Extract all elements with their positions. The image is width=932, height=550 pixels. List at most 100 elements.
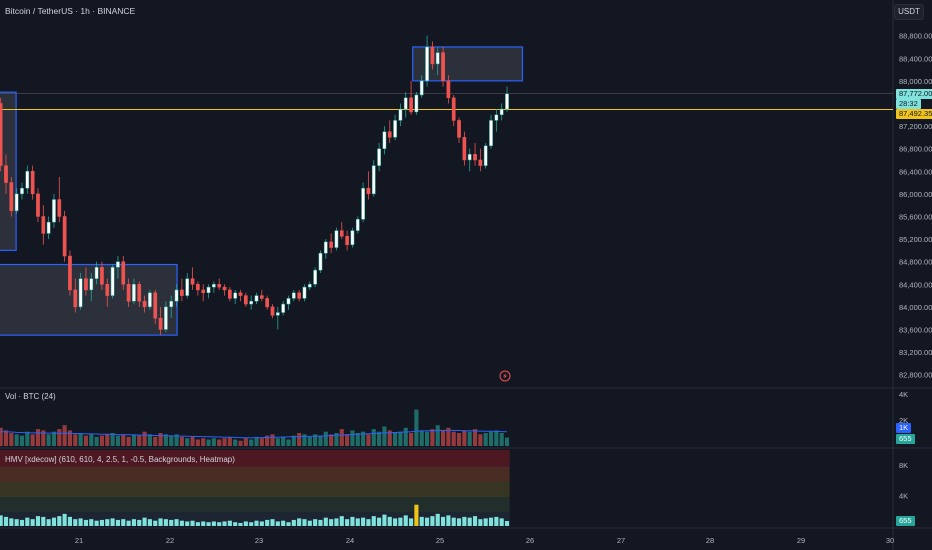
hmv-bar (249, 522, 254, 526)
candle-body (366, 187, 371, 195)
candle-body (121, 261, 126, 285)
candle (473, 143, 477, 166)
zone-box-top-right (412, 46, 524, 82)
hmv-bar (462, 516, 467, 526)
hmv-bar (201, 521, 206, 526)
candle-body (126, 284, 131, 302)
hmv-bar (62, 513, 67, 526)
candle (457, 117, 461, 144)
candle-body (478, 159, 483, 166)
candle (430, 41, 435, 70)
volume-axis-label: 2K (899, 416, 908, 425)
volume-bar (446, 427, 451, 446)
volume-bar (51, 431, 57, 446)
hmv-bar (350, 516, 355, 526)
volume-bar (297, 433, 302, 446)
time-axis-label: 28 (706, 536, 714, 545)
candle-body (387, 131, 392, 138)
hmv-bar (281, 520, 286, 526)
candle (57, 176, 62, 223)
candle (212, 281, 216, 293)
candle-body (30, 171, 35, 195)
volume-bar (121, 434, 126, 446)
volume-bar (398, 431, 403, 446)
time-axis-label: 26 (526, 536, 534, 545)
volume-bar (302, 434, 307, 446)
candle-body (36, 193, 40, 217)
volume-bar (488, 431, 494, 446)
hmv-bar (494, 516, 499, 526)
candle-body (0, 103, 3, 166)
volume-bar (393, 433, 398, 446)
candle-body (462, 137, 467, 161)
hmv-bar (286, 522, 291, 526)
hmv-bar (222, 521, 227, 526)
volume-bar (217, 439, 222, 446)
candle (36, 188, 40, 223)
hmv-bar (440, 516, 446, 526)
hmv-bar (73, 519, 78, 526)
candle-body (100, 267, 104, 285)
candle-body (62, 216, 67, 257)
countdown-tag: 28:32 (896, 99, 921, 109)
price-axis-label: 82,800.00 (899, 371, 932, 380)
volume-bar (115, 435, 120, 446)
candle (105, 278, 110, 307)
candle-body (142, 300, 147, 308)
candle (132, 278, 136, 305)
volume-bar (275, 438, 280, 446)
candle (462, 131, 467, 166)
candle (243, 292, 248, 307)
candle-body (414, 94, 419, 113)
volume-bar (478, 434, 483, 446)
candle (206, 284, 211, 299)
volume-bar (483, 433, 488, 446)
hmv-last-tag: 655 (896, 516, 915, 526)
price-axis-label: 85,200.00 (899, 235, 932, 244)
volume-bar (94, 436, 99, 446)
currency-button[interactable]: USDT (894, 4, 924, 20)
volume-pane-title: Vol · BTC (24) (5, 392, 56, 401)
hmv-bar (174, 519, 179, 526)
volume-bar (14, 434, 19, 446)
hmv-bar (270, 519, 275, 526)
candle (334, 227, 339, 251)
volume-bar (440, 430, 446, 446)
candle (9, 176, 14, 217)
candle-body (270, 306, 275, 316)
hmv-bar (504, 521, 510, 526)
candle (483, 143, 488, 169)
candle (254, 292, 259, 305)
candle-body (382, 131, 387, 149)
volume-bar (504, 437, 510, 446)
candle-body (201, 289, 206, 294)
candle (4, 154, 8, 194)
hmv-bar (382, 514, 387, 526)
candle (233, 289, 238, 305)
hmv-bar (472, 516, 478, 526)
candle (409, 80, 413, 115)
candle (110, 264, 115, 299)
price-axis-label: 84,400.00 (899, 280, 932, 289)
hmv-bar (387, 516, 392, 526)
volume-bar (329, 434, 334, 446)
hmv-bar (409, 518, 414, 526)
candle-body (350, 230, 355, 245)
volume-bar (110, 433, 115, 446)
volume-bar (307, 436, 312, 446)
candle-body (249, 300, 254, 305)
candle-body (489, 120, 493, 147)
candle (126, 278, 131, 307)
candle-body (334, 230, 339, 248)
volume-bar (25, 431, 30, 446)
candle (419, 75, 424, 98)
volume-bar (163, 434, 168, 446)
volume-bar (361, 431, 366, 446)
candle-body (355, 219, 360, 231)
hmv-bar (393, 518, 398, 526)
candle-body (153, 292, 158, 319)
candle-body (345, 236, 349, 245)
candle (489, 114, 493, 149)
candle-body (222, 286, 227, 291)
